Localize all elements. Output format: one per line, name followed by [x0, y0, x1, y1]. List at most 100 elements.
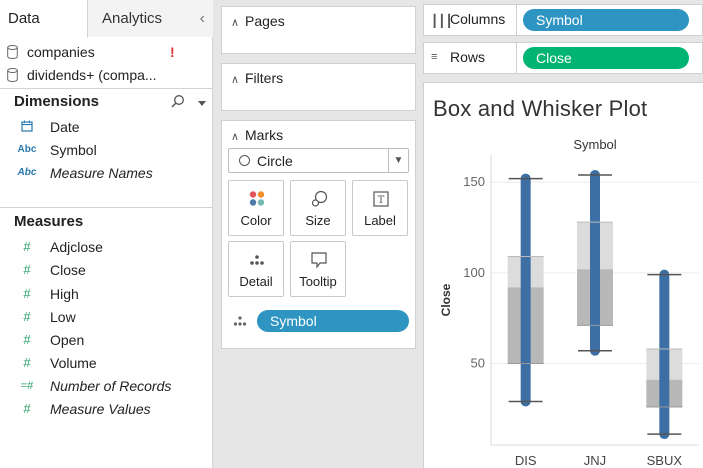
field-label: Date: [50, 119, 80, 135]
data-source-label: companies: [27, 44, 95, 60]
field-label: Open: [50, 332, 85, 348]
columns-label: Columns: [450, 11, 506, 27]
x-tick-label-JNJ: JNJ: [584, 453, 606, 468]
dimensions-tools: [168, 93, 208, 111]
label-label: Label: [364, 213, 396, 228]
size-label: Size: [305, 213, 331, 228]
field-close[interactable]: # Close: [0, 259, 213, 281]
divider: [0, 207, 213, 208]
detail-dots-icon: [233, 316, 247, 326]
number-type-icon: #: [23, 401, 31, 416]
columns-icon: ┃┃┃: [431, 14, 453, 28]
size-button[interactable]: Size: [290, 180, 346, 236]
chevron-up-icon[interactable]: ∧: [231, 131, 240, 143]
field-label: Symbol: [50, 142, 97, 158]
detail-label: Detail: [239, 274, 273, 289]
filters-label: Filters: [245, 70, 284, 86]
circle-icon: [239, 155, 250, 166]
size-icon: [311, 190, 328, 207]
field-low[interactable]: # Low: [0, 306, 213, 328]
warning-icon[interactable]: !: [170, 44, 175, 60]
caret-down-icon[interactable]: [197, 98, 207, 108]
number-type-icon: #: [23, 332, 31, 347]
divider: [516, 5, 517, 35]
field-date[interactable]: Date: [0, 116, 213, 138]
filters-card-title: ∧ Filters: [231, 70, 283, 86]
color-dots-icon: [249, 191, 265, 206]
y-tick-label: 150: [463, 174, 485, 189]
string-type-icon: Abc: [17, 167, 37, 178]
columns-pill-symbol[interactable]: Symbol: [523, 9, 689, 31]
tab-analytics-label: Analytics: [102, 10, 163, 27]
field-label: Low: [50, 309, 76, 325]
rows-pill-close[interactable]: Close: [523, 47, 689, 69]
detail-dots-icon: [250, 255, 264, 265]
column-header: Symbol: [573, 137, 616, 152]
dropdown-arrow-icon[interactable]: ▼: [388, 149, 408, 172]
color-button[interactable]: Color: [228, 180, 284, 236]
field-measure-names[interactable]: Abc Measure Names: [0, 162, 213, 184]
field-label: Volume: [50, 355, 97, 371]
tab-analytics[interactable]: Analytics ‹: [88, 0, 213, 37]
divider: [0, 88, 213, 89]
tooltip-button[interactable]: Tooltip: [290, 241, 346, 297]
data-source-label: dividends+ (compa...: [27, 67, 157, 83]
field-number-of-records[interactable]: =# Number of Records: [0, 375, 213, 397]
tooltip-icon: [311, 252, 327, 269]
field-measure-values[interactable]: # Measure Values: [0, 398, 213, 420]
field-high[interactable]: # High: [0, 283, 213, 305]
tab-data[interactable]: Data: [0, 0, 88, 38]
divider: [516, 43, 517, 73]
field-symbol[interactable]: Abc Symbol: [0, 139, 213, 161]
data-source-companies[interactable]: companies !: [0, 41, 213, 63]
y-tick-label: 50: [471, 355, 485, 370]
text-label-icon: T: [373, 191, 389, 207]
data-source-dividends[interactable]: dividends+ (compa...: [0, 64, 213, 86]
chevron-up-icon[interactable]: ∧: [231, 74, 240, 86]
svg-text:T: T: [378, 195, 385, 206]
y-axis-label: Close: [439, 283, 453, 316]
pages-card-title: ∧ Pages: [231, 13, 285, 29]
rows-icon: ≡: [431, 51, 438, 63]
number-type-icon: #: [23, 239, 31, 254]
chevron-up-icon[interactable]: ∧: [231, 17, 240, 29]
x-tick-label-SBUX: SBUX: [647, 453, 683, 468]
field-open[interactable]: # Open: [0, 329, 213, 351]
string-type-icon: Abc: [17, 144, 37, 155]
pages-label: Pages: [245, 13, 285, 29]
field-label: Number of Records: [50, 378, 172, 394]
number-type-icon: #: [23, 262, 31, 277]
field-label: High: [50, 286, 79, 302]
search-icon[interactable]: [170, 94, 186, 110]
marks-card-title: ∧ Marks: [231, 127, 283, 143]
field-adjclose[interactable]: # Adjclose: [0, 236, 213, 258]
calculated-number-icon: =#: [20, 380, 34, 392]
database-icon: [7, 45, 18, 59]
tooltip-label: Tooltip: [299, 274, 337, 289]
field-volume[interactable]: # Volume: [0, 352, 213, 374]
rows-label: Rows: [450, 49, 486, 65]
box-plot-chart[interactable]: Symbol 50 100 150 Close DIS JNJ SBUX: [424, 83, 703, 468]
detail-pill-symbol[interactable]: Symbol: [257, 310, 409, 332]
field-label: Measure Values: [50, 401, 151, 417]
chevron-left-icon[interactable]: ‹: [199, 10, 205, 27]
number-type-icon: #: [23, 286, 31, 301]
marks-label: Marks: [245, 127, 284, 143]
calendar-icon: [21, 120, 33, 132]
pages-card[interactable]: ∧ Pages: [221, 6, 416, 54]
field-label: Adjclose: [50, 239, 103, 255]
mark-type-dropdown[interactable]: Circle ▼: [228, 148, 409, 173]
filters-card[interactable]: ∧ Filters: [221, 63, 416, 111]
database-icon: [7, 68, 18, 82]
view-canvas[interactable]: Box and Whisker Plot Symbol 50 100 150 Close…: [423, 82, 703, 468]
label-button[interactable]: T Label: [352, 180, 408, 236]
view-title: Box and Whisker Plot: [433, 96, 648, 121]
x-tick-label-DIS: DIS: [515, 453, 537, 468]
measures-header: Measures: [14, 213, 84, 230]
detail-button[interactable]: Detail: [228, 241, 284, 297]
color-label: Color: [240, 213, 272, 228]
number-type-icon: #: [23, 309, 31, 324]
number-type-icon: #: [23, 355, 31, 370]
field-label: Measure Names: [50, 165, 153, 181]
dimensions-header: Dimensions: [14, 93, 100, 110]
